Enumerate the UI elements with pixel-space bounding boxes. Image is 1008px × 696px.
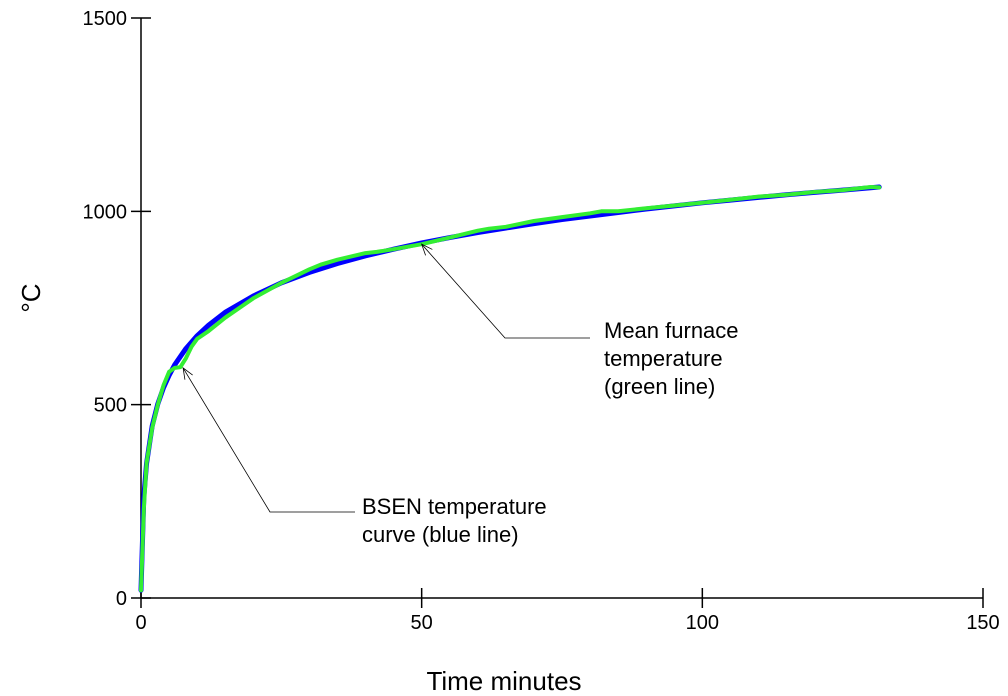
chart-annotations: BSEN temperature curve (blue line) Mean fu… (182, 243, 739, 547)
y-tick-label: 1000 (83, 201, 128, 223)
annotation-text-line: curve (blue line) (362, 522, 519, 547)
y-tick-label: 0 (116, 588, 127, 610)
y-tick-label: 1500 (83, 8, 128, 30)
x-tick-label: 50 (411, 612, 433, 634)
annotation-text: Mean furnace temperature (green line) (604, 318, 739, 399)
annotation-arrowhead (182, 367, 193, 380)
x-tick-label: 0 (135, 612, 146, 634)
x-tick-label: 100 (686, 612, 719, 634)
annotation-arrowhead (420, 243, 433, 256)
series-line-green (139, 185, 882, 593)
annotation-text: BSEN temperature curve (blue line) (362, 494, 547, 547)
x-tick-label: 150 (966, 612, 999, 634)
y-tick-label: 500 (94, 395, 127, 417)
annotation-text-line: BSEN temperature (362, 494, 547, 519)
x-axis-label: Time minutes (426, 666, 581, 696)
annotation-text-line: temperature (604, 346, 723, 371)
chart-axes (140, 18, 983, 599)
annotation-leader-line (421, 243, 590, 339)
annotation-text-line: Mean furnace (604, 318, 739, 343)
chart-series (138, 184, 882, 593)
annotation-leader-line (182, 367, 355, 513)
annotation-text-line: (green line) (604, 374, 715, 399)
y-axis-label: °C (16, 283, 46, 312)
